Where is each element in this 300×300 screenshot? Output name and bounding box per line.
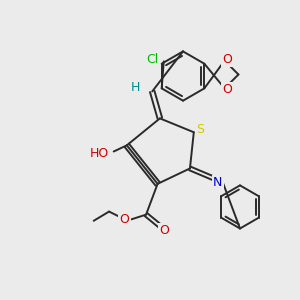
Text: O: O (223, 83, 232, 96)
Text: Cl: Cl (146, 52, 158, 66)
Text: HO: HO (90, 146, 110, 160)
Text: N: N (213, 176, 222, 189)
Text: O: O (120, 213, 129, 226)
Text: O: O (160, 224, 170, 237)
Text: O: O (223, 52, 232, 66)
Text: S: S (196, 123, 204, 136)
Text: H: H (130, 81, 140, 94)
